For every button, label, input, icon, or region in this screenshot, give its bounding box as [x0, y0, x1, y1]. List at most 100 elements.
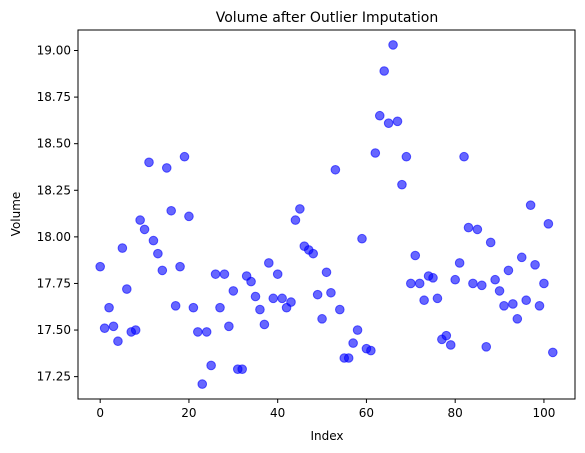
y-tick-label-2: 17.75 [37, 276, 71, 290]
data-point-94 [512, 314, 523, 324]
data-point-100 [539, 278, 549, 289]
data-point-87 [481, 342, 492, 352]
data-point-93 [508, 299, 518, 309]
data-point-54 [335, 304, 345, 315]
data-point-13 [153, 248, 163, 259]
data-point-79 [445, 340, 456, 350]
data-point-52 [326, 287, 336, 298]
x-tick-label-3: 60 [359, 406, 374, 420]
data-point-70 [406, 278, 416, 289]
data-point-21 [188, 302, 199, 313]
data-point-12 [148, 235, 159, 246]
data-point-24 [201, 327, 212, 337]
data-point-14 [157, 265, 168, 276]
data-point-17 [170, 301, 181, 311]
data-point-27 [215, 302, 225, 313]
data-point-88 [485, 237, 496, 248]
data-point-23 [197, 379, 208, 389]
data-point-35 [250, 291, 261, 302]
data-point-8 [130, 325, 141, 335]
data-point-68 [397, 179, 407, 190]
data-point-102 [548, 347, 558, 358]
data-point-1 [99, 323, 110, 333]
data-point-30 [228, 286, 239, 296]
data-point-69 [401, 151, 412, 162]
data-point-101 [543, 219, 554, 229]
x-axis-label: Index [310, 429, 343, 443]
data-point-89 [490, 274, 500, 285]
y-axis-ticks: 17.25 17.50 17.75 18.00 18.25 18.50 18.75 19.00 [37, 44, 78, 384]
data-point-29 [224, 321, 234, 332]
data-point-25 [206, 360, 216, 371]
data-point-56 [343, 353, 354, 363]
data-point-78 [441, 330, 452, 341]
data-point-73 [419, 295, 429, 306]
data-point-3 [108, 321, 119, 332]
data-point-40 [272, 269, 283, 279]
data-point-64 [379, 66, 389, 76]
data-point-18 [175, 261, 185, 272]
data-point-72 [414, 278, 425, 289]
data-point-2 [104, 302, 114, 313]
y-tick-label-7: 19.00 [37, 44, 71, 58]
y-axis-label: Volume [9, 192, 23, 237]
x-tick-label-1: 20 [181, 406, 196, 420]
data-point-86 [477, 280, 487, 291]
data-point-16 [166, 205, 176, 216]
data-point-66 [388, 40, 398, 50]
data-point-9 [135, 215, 145, 225]
data-point-45 [295, 204, 305, 214]
data-point-37 [259, 319, 270, 330]
data-point-15 [161, 163, 172, 173]
data-point-34 [246, 276, 256, 287]
data-point-58 [352, 325, 363, 335]
data-point-50 [317, 314, 327, 324]
data-point-90 [494, 286, 505, 296]
data-point-71 [410, 250, 421, 261]
data-point-62 [370, 148, 381, 158]
data-point-80 [450, 274, 460, 285]
data-point-57 [348, 338, 358, 348]
data-point-75 [428, 273, 438, 283]
data-point-51 [321, 267, 332, 278]
data-point-32 [237, 364, 247, 374]
y-tick-label-4: 18.25 [37, 183, 71, 197]
data-point-4 [113, 336, 123, 347]
x-axis-ticks: 0 20 40 60 80 100 [96, 399, 555, 420]
data-point-44 [290, 215, 301, 225]
data-point-26 [210, 269, 221, 279]
chart-title: Volume after Outlier Imputation [216, 10, 438, 26]
x-tick-label-2: 40 [270, 406, 285, 420]
data-point-99 [534, 301, 545, 311]
y-tick-label-5: 18.50 [37, 137, 71, 151]
data-point-65 [383, 118, 394, 128]
data-point-6 [122, 284, 132, 294]
data-point-48 [308, 248, 318, 259]
x-tick-label-4: 80 [448, 406, 463, 420]
y-tick-label-0: 17.25 [37, 370, 71, 384]
data-point-28 [219, 269, 230, 279]
data-point-19 [179, 151, 190, 162]
data-point-43 [286, 297, 296, 307]
data-point-95 [516, 252, 527, 263]
data-point-36 [255, 304, 265, 315]
data-point-98 [530, 260, 540, 270]
data-point-53 [330, 164, 341, 175]
data-point-92 [503, 265, 514, 276]
data-point-41 [277, 293, 287, 304]
data-point-63 [374, 110, 385, 121]
data-point-22 [193, 327, 203, 337]
y-tick-label-1: 17.50 [37, 323, 71, 337]
data-point-59 [357, 233, 367, 244]
data-point-83 [463, 222, 474, 233]
x-tick-label-5: 100 [532, 406, 555, 420]
data-point-81 [454, 258, 465, 268]
data-point-0 [95, 261, 105, 272]
y-tick-label-6: 18.75 [37, 90, 71, 104]
data-point-96 [521, 295, 531, 306]
data-point-84 [468, 278, 478, 289]
plot-frame [77, 29, 576, 400]
data-point-38 [264, 258, 274, 268]
data-point-85 [472, 224, 483, 235]
